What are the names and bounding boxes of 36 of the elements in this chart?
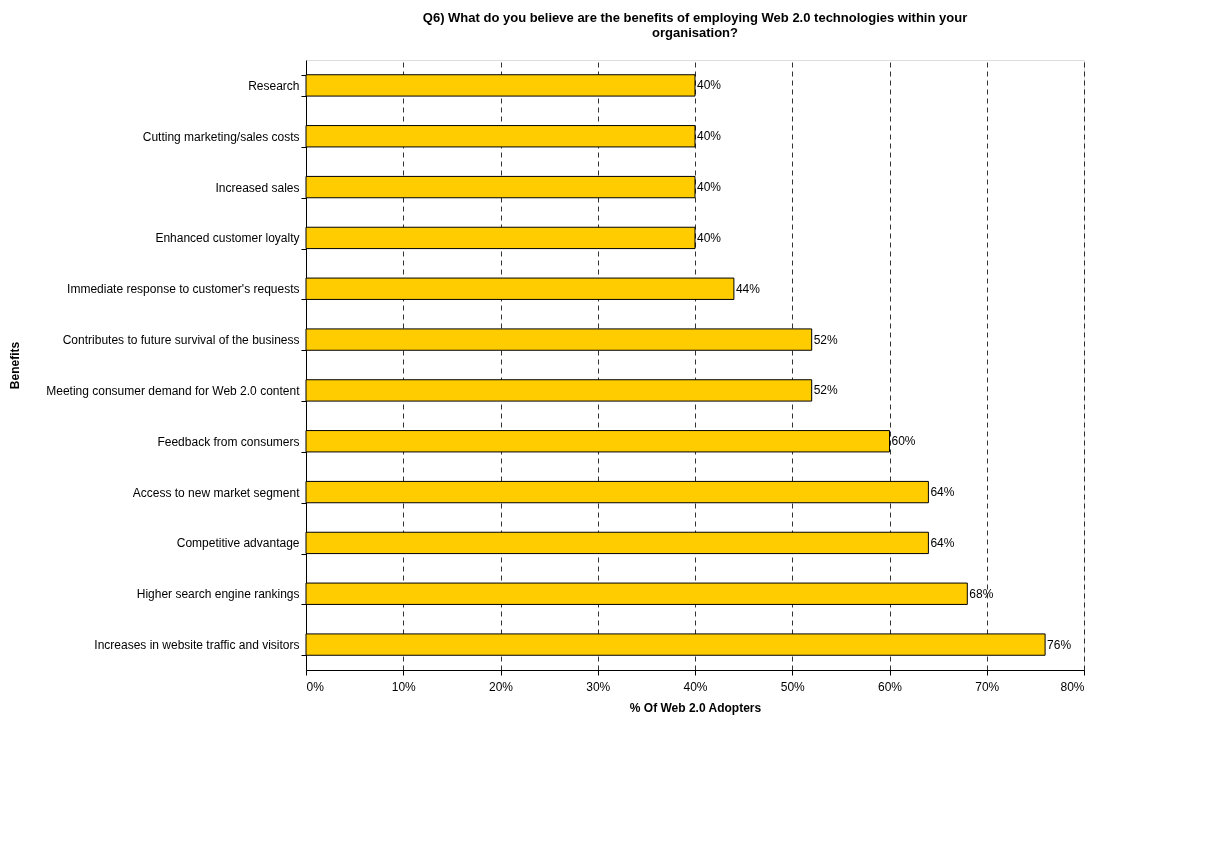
data-label: 40%	[697, 180, 722, 195]
x-tick-label: 40%	[683, 679, 708, 694]
x-tick-label: 30%	[586, 679, 611, 694]
y-tick-label: Increases in website traffic and visitors	[94, 638, 300, 653]
data-label: 60%	[891, 434, 916, 449]
y-tick-label: Higher search engine rankings	[136, 587, 300, 602]
y-tick-label: Meeting consumer demand for Web 2.0 content	[46, 383, 301, 398]
data-label: 76%	[1047, 637, 1072, 652]
x-axis-title: % Of Web 2.0 Adopters	[629, 700, 762, 715]
data-label: 40%	[697, 78, 722, 93]
y-tick-label: Increased sales	[215, 180, 300, 195]
data-label: 64%	[930, 485, 955, 500]
data-label: 52%	[813, 383, 839, 398]
y-tick-label: Research	[248, 78, 300, 93]
chart-title: Q6) What do you believe are the benefits of employing Web 2.0 technologies within your organisation?	[422, 10, 968, 40]
data-label: 44%	[735, 281, 761, 296]
x-tick-label: 80%	[1060, 679, 1085, 694]
data-label: 64%	[930, 535, 955, 550]
y-tick-label: Immediate response to customer's requests	[67, 282, 300, 297]
y-tick-label: Access to new market segment	[132, 485, 301, 500]
x-tick-label: 20%	[488, 679, 514, 694]
x-tick-label: 70%	[975, 679, 1000, 694]
x-tick-label: 0%	[306, 679, 325, 694]
y-tick-label: Enhanced customer loyalty	[155, 231, 300, 246]
data-label: 40%	[697, 230, 722, 245]
y-tick-label: Cutting marketing/sales costs	[142, 129, 300, 144]
y-axis-title: Benefits	[7, 341, 22, 390]
data-label: 68%	[969, 586, 994, 601]
y-tick-label: Contributes to future survival of the business	[62, 333, 300, 348]
x-tick-label: 10%	[391, 679, 417, 694]
y-tick-label: Feedback from consumers	[157, 434, 300, 449]
x-tick-label: 60%	[877, 679, 903, 694]
data-label: 52%	[813, 332, 839, 347]
data-label: 40%	[697, 129, 722, 144]
x-tick-label: 50%	[780, 679, 806, 694]
y-tick-label: Competitive advantage	[176, 536, 300, 551]
